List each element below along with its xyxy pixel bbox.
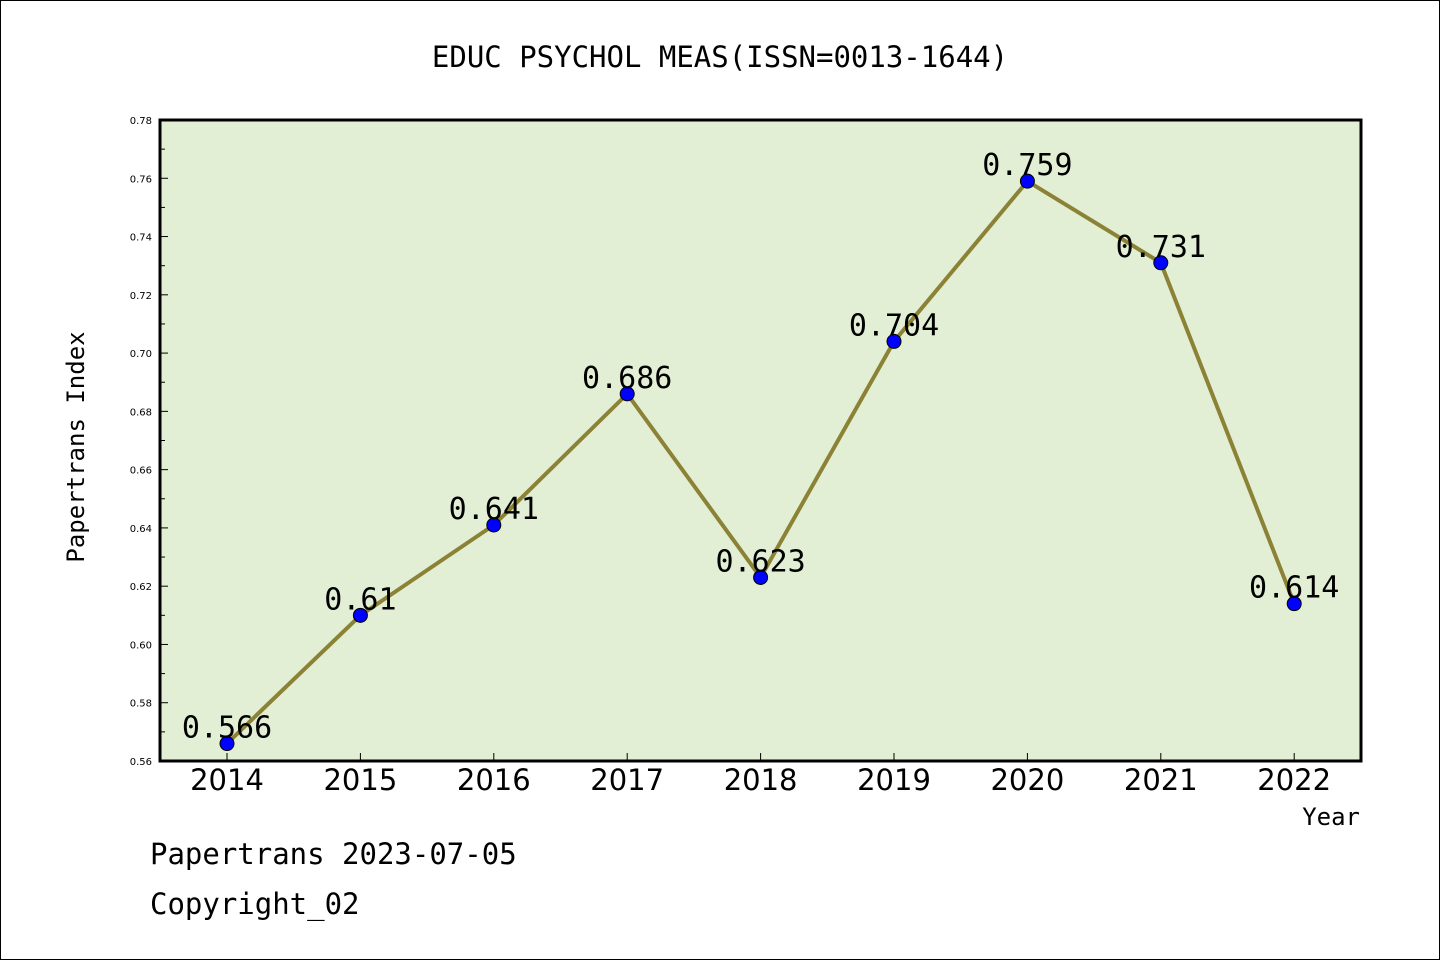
y-tick-label: 0.74: [130, 233, 152, 244]
x-tick-label: 2020: [990, 763, 1064, 797]
data-label: 0.704: [849, 308, 939, 343]
data-label: 0.759: [982, 148, 1072, 183]
y-tick-label: 0.78: [130, 116, 152, 127]
data-point: [219, 736, 235, 752]
y-tick-label: 0.58: [130, 699, 152, 710]
chart-title: EDUC PSYCHOL MEAS(ISSN=0013-1644): [432, 40, 1008, 74]
y-tick-label: 0.68: [130, 407, 152, 418]
series-line: [219, 173, 1302, 752]
data-point: [753, 569, 769, 585]
y-axis: 0.56 0.58 0.60 0.62 0.64 0.66 0.68 0.70 0.72 0.74…: [130, 116, 168, 768]
y-tick-label: 0.60: [130, 640, 152, 651]
x-axis: 2014 2015 2016 2017 2018 2019 2020 2021 2022: [190, 753, 1331, 797]
x-tick-label: 2014: [190, 763, 264, 797]
data-point: [1153, 255, 1169, 271]
x-tick-label: 2022: [1257, 763, 1331, 797]
y-tick-label: 0.72: [130, 291, 152, 302]
y-tick-label: 0.62: [130, 582, 152, 593]
data-point: [619, 386, 635, 402]
data-label: 0.686: [582, 361, 672, 396]
data-label: 0.641: [449, 492, 539, 527]
data-point: [1286, 596, 1302, 612]
data-label: 0.614: [1249, 571, 1339, 606]
y-tick-label: 0.56: [130, 757, 152, 768]
data-point: [486, 517, 502, 533]
x-axis-label: Year: [1302, 803, 1360, 831]
x-tick-label: 2019: [857, 763, 931, 797]
plot-area: [158, 118, 1363, 763]
x-tick-label: 2021: [1124, 763, 1198, 797]
y-tick-label: 0.64: [130, 524, 152, 535]
data-label: 0.731: [1116, 230, 1206, 265]
x-tick-label: 2015: [323, 763, 397, 797]
x-tick-label: 2016: [457, 763, 531, 797]
y-tick-label: 0.76: [130, 174, 152, 185]
x-tick-label: 2017: [590, 763, 664, 797]
data-labels: 0.566 0.61 0.641 0.686 0.623 0.704 0.759 0.731 0…: [182, 148, 1340, 745]
data-label: 0.566: [182, 711, 272, 746]
data-point: [886, 333, 902, 349]
footer-date: Papertrans 2023-07-05: [150, 837, 517, 871]
x-tick-label: 2018: [724, 763, 798, 797]
data-point: [352, 607, 368, 623]
data-point: [1019, 173, 1035, 189]
y-tick-label: 0.66: [130, 466, 152, 477]
data-label: 0.61: [324, 582, 396, 617]
data-label: 0.623: [715, 544, 805, 579]
y-axis-label: Papertrans Index: [62, 331, 90, 562]
footer-copyright: Copyright_02: [150, 887, 360, 922]
y-tick-label: 0.70: [130, 349, 152, 360]
